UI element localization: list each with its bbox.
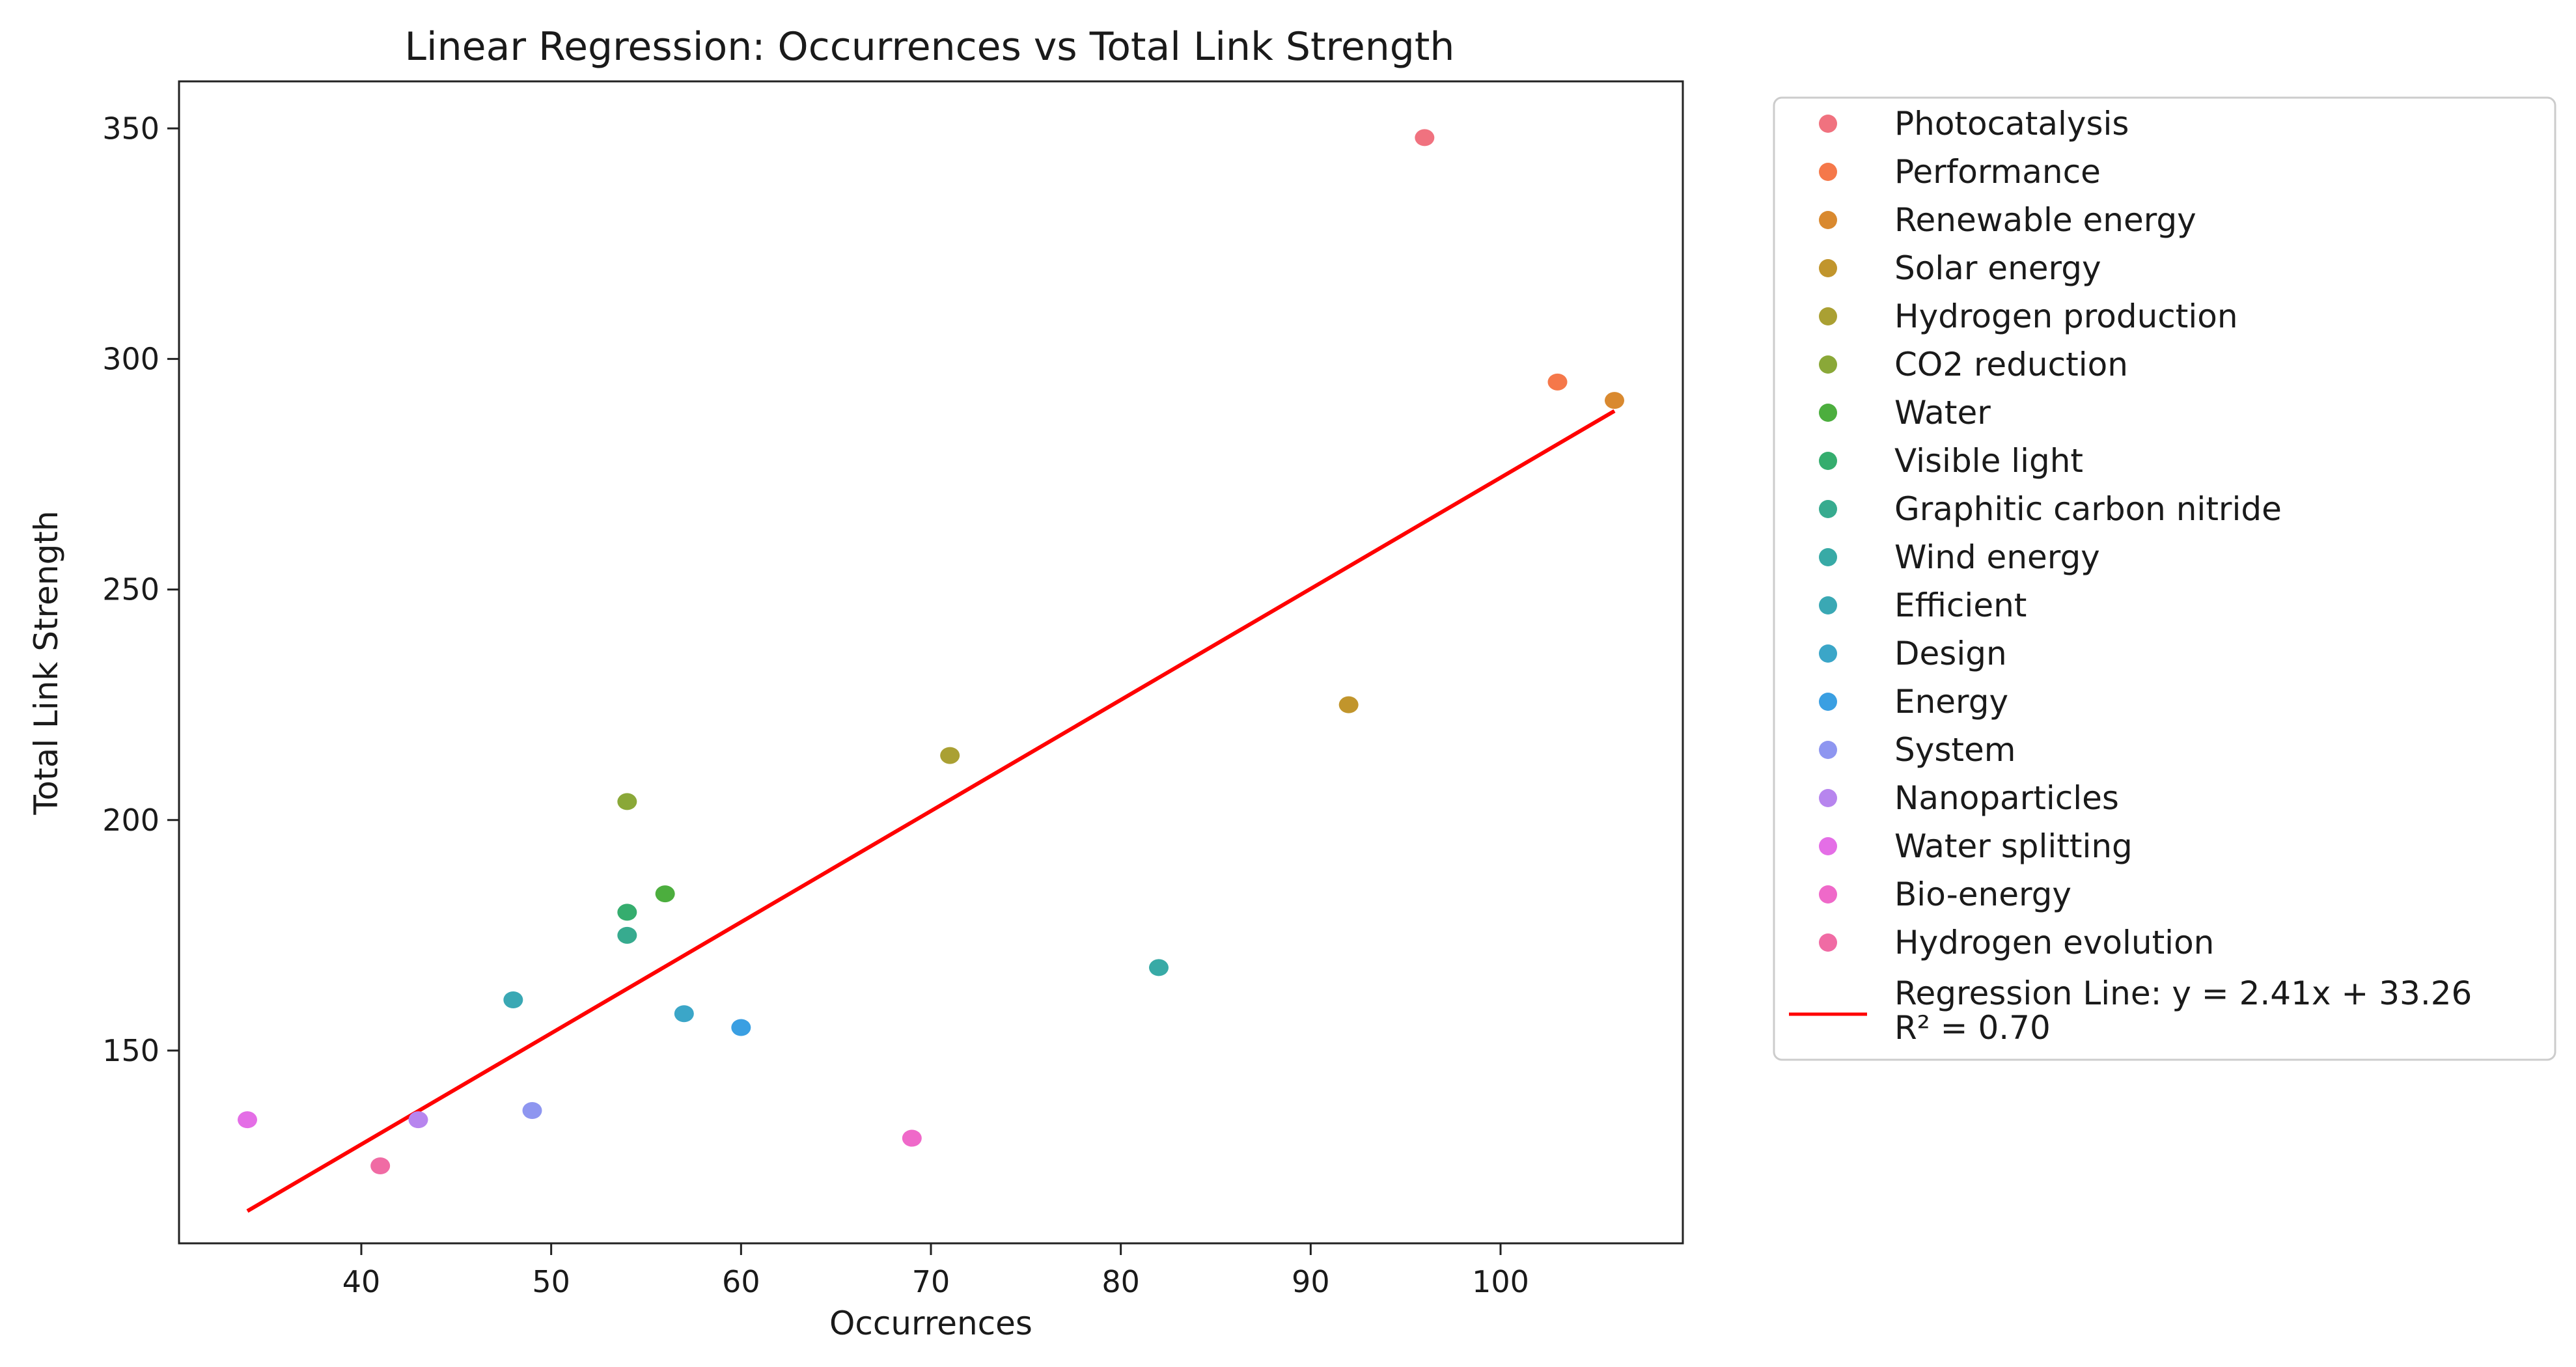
- regression-layer: [246, 409, 1616, 1213]
- legend-marker: [1819, 307, 1837, 325]
- legend-label: Photocatalysis: [1894, 105, 2129, 143]
- legend-label: Energy: [1894, 683, 2008, 721]
- chart-title: Linear Regression: Occurrences vs Total …: [405, 24, 1455, 70]
- y-tick-label: 300: [102, 341, 159, 376]
- x-tick-label: 50: [532, 1264, 570, 1299]
- y-tick-label: 350: [102, 111, 159, 146]
- legend-items: Photocatalysis Performance Renewable energ…: [1819, 105, 2282, 961]
- legend-label: Efficient: [1894, 587, 2027, 624]
- legend-marker: [1819, 548, 1837, 566]
- legend-label: Water: [1894, 394, 1991, 432]
- x-axis-ticks: 40 50 60 70 80 90 100: [342, 1243, 1529, 1299]
- legend-label: CO2 reduction: [1894, 346, 2128, 383]
- data-point: [902, 1129, 922, 1147]
- legend-marker: [1819, 163, 1837, 181]
- legend-label: Wind energy: [1894, 538, 2100, 576]
- data-point: [238, 1111, 257, 1129]
- data-point: [940, 747, 960, 764]
- legend-marker: [1819, 500, 1837, 518]
- x-axis-label: Occurrences: [829, 1305, 1032, 1342]
- data-point: [1415, 129, 1435, 146]
- legend: Photocatalysis Performance Renewable energ…: [1773, 96, 2556, 1061]
- data-point: [617, 793, 637, 810]
- legend-label: Water splitting: [1894, 827, 2133, 865]
- legend-marker: [1819, 404, 1837, 422]
- data-point: [617, 926, 637, 944]
- x-tick-label: 70: [912, 1264, 950, 1299]
- data-point: [522, 1102, 542, 1119]
- data-point: [655, 885, 675, 903]
- data-point: [370, 1157, 391, 1174]
- plot-area: 40 50 60 70 80 90 100 150 200 250 300 350: [102, 80, 1684, 1299]
- data-point: [408, 1111, 428, 1129]
- legend-regression-label: Regression Line: y = 2.41x + 33.26: [1894, 974, 2472, 1012]
- x-tick-label: 80: [1101, 1264, 1140, 1299]
- legend-label: Hydrogen evolution: [1894, 924, 2214, 961]
- legend-box: [1773, 96, 2556, 1061]
- legend-label: Solar energy: [1894, 249, 2101, 287]
- legend-label: Design: [1894, 635, 2007, 672]
- legend-marker: [1819, 115, 1837, 133]
- legend-marker: [1819, 837, 1837, 855]
- data-point: [1149, 959, 1169, 976]
- x-tick-label: 60: [722, 1264, 760, 1299]
- legend-marker: [1819, 885, 1837, 904]
- y-tick-label: 200: [102, 803, 159, 838]
- points-layer: [238, 129, 1624, 1174]
- legend-regression-r2: R² = 0.70: [1894, 1009, 2051, 1047]
- y-tick-label: 150: [102, 1033, 159, 1068]
- legend-marker: [1819, 741, 1837, 759]
- y-axis-ticks: 150 200 250 300 350: [102, 111, 179, 1068]
- x-tick-label: 90: [1292, 1264, 1330, 1299]
- data-point: [1338, 696, 1359, 713]
- y-axis-label: Total Link Strength: [27, 510, 65, 815]
- data-point: [731, 1019, 751, 1036]
- legend-marker: [1819, 933, 1837, 952]
- data-point: [617, 904, 637, 921]
- legend-marker: [1819, 789, 1837, 807]
- data-point: [674, 1005, 694, 1023]
- legend-marker: [1819, 355, 1837, 374]
- legend-label: System: [1894, 731, 2015, 769]
- legend-marker: [1819, 259, 1837, 277]
- legend-marker: [1819, 596, 1837, 614]
- data-point: [1605, 392, 1624, 409]
- legend-marker: [1819, 452, 1837, 470]
- legend-label: Graphitic carbon nitride: [1894, 490, 2282, 528]
- legend-marker: [1819, 693, 1837, 711]
- x-tick-label: 40: [342, 1264, 381, 1299]
- legend-marker: [1819, 644, 1837, 663]
- x-tick-label: 100: [1472, 1264, 1529, 1299]
- data-point: [1547, 373, 1568, 391]
- legend-label: Nanoparticles: [1894, 779, 2119, 817]
- legend-label: Visible light: [1894, 442, 2083, 480]
- regression-line: [246, 409, 1616, 1213]
- legend-label: Hydrogen production: [1894, 297, 2238, 335]
- legend-label: Performance: [1894, 153, 2101, 191]
- y-tick-label: 250: [102, 572, 159, 607]
- data-point: [503, 991, 523, 1008]
- legend-label: Renewable energy: [1894, 201, 2196, 239]
- legend-marker: [1819, 211, 1837, 229]
- legend-label: Bio-energy: [1894, 876, 2071, 913]
